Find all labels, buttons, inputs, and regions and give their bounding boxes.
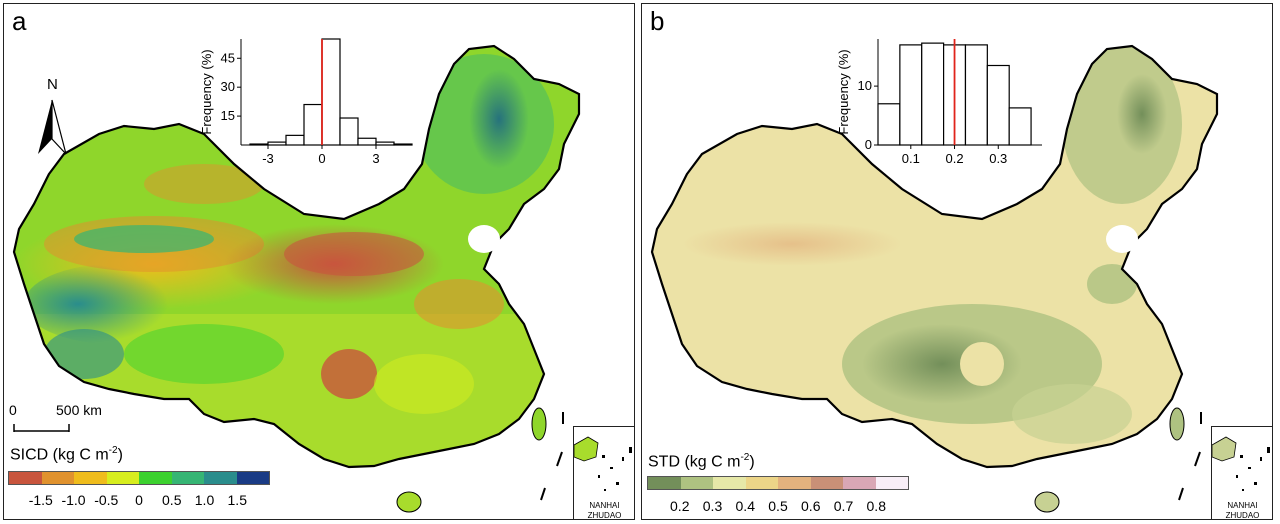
hist-y-tick-label: 45	[221, 50, 235, 65]
legend-swatch	[713, 477, 746, 489]
legend-tick-label: 0.5	[162, 492, 182, 508]
histogram-b: 0 10 0.1 0.2 0.3 Frequency (%)	[836, 39, 1042, 166]
legend-tick-label: 0.6	[801, 498, 821, 514]
hist-bar	[986, 64, 1010, 146]
legend-swatch	[74, 472, 107, 484]
panel-a: a	[3, 3, 635, 520]
inset-label-nanhai-a: NANHAI	[589, 501, 620, 510]
inset-label-nanhai-b: NANHAI	[1227, 501, 1258, 510]
legend-title-a: SICD (kg C m-2)	[10, 445, 123, 464]
hist-bar	[921, 42, 945, 146]
legend-title-b: STD (kg C m-2)	[648, 452, 755, 471]
hist-bar	[285, 134, 305, 146]
china-map-std	[650, 44, 1219, 513]
legend-swatch	[41, 472, 74, 484]
legend-tick-label: -1.0	[61, 492, 86, 508]
inset-south-china-sea-b: NANHAI ZHUDAO	[1211, 426, 1272, 520]
hist-bar	[1008, 107, 1032, 146]
histogram-a: 15 30 45 -3 0 3 Frequency (%)	[199, 38, 413, 166]
hist-bar	[321, 38, 341, 146]
hist-bar	[393, 143, 413, 146]
taiwan-island	[531, 407, 547, 441]
legend-tick-label: 0.8	[866, 498, 886, 514]
legend-swatch	[236, 472, 269, 484]
legend-tick-label: 0.5	[768, 498, 788, 514]
hist-y-tick-label: 0	[865, 137, 872, 152]
hist-x-tick-label: 0.2	[945, 151, 963, 166]
hist-bar	[375, 141, 395, 146]
hist-bar	[357, 137, 377, 146]
inset-label-zhudao-b: ZHUDAO	[1225, 511, 1260, 520]
legend-tick-label: 1.5	[227, 492, 247, 508]
hist-bar	[267, 141, 287, 146]
hist-bar	[339, 117, 359, 146]
legend-tick-label: 1.0	[194, 492, 215, 508]
legend-swatch	[648, 477, 681, 489]
panel-letter-b: b	[650, 6, 665, 36]
color-ramp-a	[8, 471, 270, 485]
hainan-island-b	[1034, 491, 1060, 513]
hist-y-label: Frequency (%)	[199, 49, 214, 134]
hist-bar	[964, 44, 988, 146]
legend-swatch	[680, 477, 713, 489]
legend-swatch	[139, 472, 172, 484]
hist-y-label: Frequency (%)	[836, 49, 851, 134]
hist-y-tick-label: 30	[221, 79, 235, 94]
hainan-island	[396, 491, 422, 513]
legend-swatch	[778, 477, 811, 489]
hist-x-tick-label: 0.3	[989, 151, 1007, 166]
hist-x-tick-label: 3	[372, 151, 379, 166]
legend-swatch	[843, 477, 876, 489]
legend-swatch	[9, 472, 42, 484]
legend-ticks-b: 0.2 0.3 0.4 0.5 0.6 0.7 0.8	[647, 498, 909, 516]
legend-tick-label: 0.3	[702, 498, 723, 514]
legend-swatch	[745, 477, 778, 489]
hist-bar	[899, 44, 923, 146]
hist-x-tick-label: 0.1	[902, 151, 920, 166]
legend-ticks-a: -1.5 -1.0 -0.5 0 0.5 1.0 1.5	[8, 492, 270, 510]
panel-letter-a: a	[12, 6, 27, 36]
north-label: N	[47, 76, 58, 93]
legend-swatch	[204, 472, 237, 484]
scale-zero-label: 0	[9, 402, 17, 418]
legend-swatch	[875, 477, 908, 489]
scale-distance-label: 500 km	[56, 402, 102, 418]
color-ramp-b	[647, 476, 909, 490]
legend-swatch	[106, 472, 139, 484]
hist-x-tick-label: -3	[262, 151, 274, 166]
china-map-sicd	[12, 44, 581, 513]
legend-tick-label: -0.5	[94, 492, 119, 508]
legend-swatch	[810, 477, 843, 489]
hist-bar	[249, 143, 269, 146]
hist-bar	[303, 103, 323, 146]
legend-tick-label: 0	[135, 492, 143, 508]
inset-label-zhudao-a: ZHUDAO	[587, 511, 622, 520]
legend-swatch	[171, 472, 204, 484]
panel-b: b	[641, 3, 1273, 520]
hist-y-tick-label: 10	[858, 78, 872, 93]
legend-tick-label: 0.4	[735, 498, 755, 514]
legend-tick-label: -1.5	[28, 492, 53, 508]
north-arrow-icon	[38, 99, 67, 155]
inset-south-china-sea-a: NANHAI ZHUDAO	[573, 426, 634, 520]
hist-bar	[877, 103, 901, 146]
hist-x-tick-label: 0	[318, 151, 325, 166]
legend-tick-label: 0.7	[833, 498, 854, 514]
hist-y-tick-label: 15	[221, 108, 235, 123]
taiwan-island-b	[1169, 407, 1185, 441]
scale-bar	[13, 424, 70, 432]
legend-tick-label: 0.2	[670, 498, 690, 514]
